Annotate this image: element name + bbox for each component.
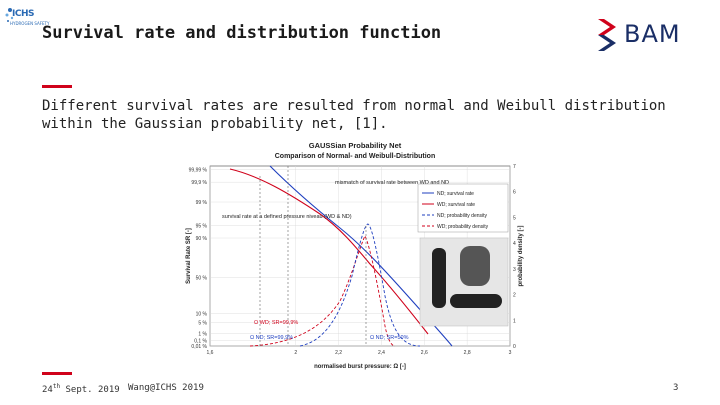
ichs-logo-subtext: HYDROGEN SAFETY [10,21,50,26]
annotation-mismatch: mismatch of survival rate between WD and… [335,180,449,186]
y2-tick-label: 4 [513,241,516,247]
x-tick-label: 2 [294,350,297,356]
ichs-logo-mark [5,8,14,22]
x-tick-label: 2,2 [335,350,342,356]
x-tick-label: 2,4 [378,350,385,356]
legend-label: ND; probability density [437,213,488,219]
gaussian-probability-chart: GAUSSian Probability Net Comparison of N… [186,141,524,370]
y2-tick-label: 0 [513,344,516,350]
y-axis-label: Survival Rate SR [-] [186,228,192,284]
x-tick-label: 3 [509,350,512,356]
x-tick-label: 2,6 [421,350,428,356]
x-tick-label: 2,8 [464,350,471,356]
y-tick-label: 95 % [196,223,208,229]
y-tick-label: 99 % [196,200,208,206]
y2-tick-labels: 0 1 2 3 4 5 6 7 [513,164,516,350]
y-tick-label: 0,01 % [191,344,207,350]
annotation-omega-nd: Ω ND; SR=99,9% [250,335,293,341]
legend-label: ND; survival rate [437,191,474,197]
y-tick-label: 50 % [196,276,208,282]
y-tick-label: 90 % [196,236,208,242]
y2-tick-label: 2 [513,293,516,299]
y-tick-label: 0,1 % [194,339,207,345]
cylinder-photo [419,237,509,327]
x-tick-labels: 1,6 2 2,2 2,4 2,6 2,8 3 [207,350,512,356]
x-axis-label: normalised burst pressure: Ω [-] [314,364,406,370]
ichs-logo-text: ICHS [12,9,34,19]
legend-entries: ND; survival rate WD; survival rate ND; pr… [422,191,489,230]
y-tick-label: 10 % [196,312,208,318]
page-title: Survival rate and distribution function [42,23,442,43]
y-tick-label: 99,99 % [189,168,208,174]
series-nd-probability-density [299,223,421,347]
footer-date-suffix: th [52,383,61,390]
annotation-omega-nd50: Ω ND; SR=50% [370,335,409,341]
footer-author: Wang@ICHS 2019 [128,383,204,393]
chart-legend [417,183,509,233]
y2-tick-label: 6 [513,190,516,196]
series-wd-survival-rate [229,168,429,335]
chart-subtitle: Comparison of Normal- and Weibull-Distri… [275,153,435,160]
body-paragraph: Different survival rates are resulted fr… [42,98,666,132]
accent-bar-top [42,85,72,88]
y-tick-label: 1 % [198,331,207,337]
y-tick-label: 5 % [198,321,207,327]
ichs-logo [4,4,38,32]
bam-logo-text: BAM [624,20,681,48]
footer-date: 24th Sept. 2019 [42,383,120,395]
annotation-omega-wd: Ω WD; SR=99,9% [254,320,298,326]
legend-label: WD; probability density [437,224,489,230]
y2-tick-label: 1 [513,318,516,324]
footer-date-rest: Sept. 2019 [60,385,120,395]
x-tick-label: 1,6 [207,350,214,356]
accent-bar-bottom [42,372,72,375]
y2-tick-label: 5 [513,215,516,221]
bam-logo [596,17,686,53]
y-tick-labels: 99,99 % 99,9 % 99 % 95 % 90 % 50 % 10 % 5 % 1 % 0… [189,168,208,350]
y2-tick-label: 7 [513,164,516,170]
footer-date-day: 24 [42,385,53,395]
y2-tick-label: 3 [513,267,516,273]
legend-label: WD; survival rate [437,202,475,208]
bam-logo-mark [598,19,616,51]
page-number: 3 [673,383,679,393]
y2-axis-label: probability density [-] [518,225,524,286]
chart-title: GAUSSian Probability Net [309,141,402,150]
series-wd-probability-density [249,234,396,347]
y-tick-label: 99,9 % [191,180,207,186]
annotation-survival-at-pressure: survival rate at a defined pressure nive… [222,214,352,220]
